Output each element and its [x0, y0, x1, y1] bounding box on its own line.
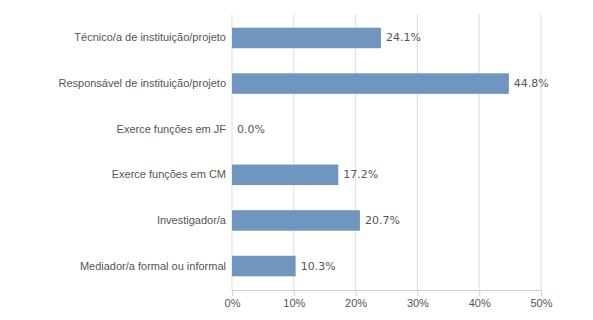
data-label: 10.3%: [301, 260, 336, 273]
tick-mark: [232, 290, 233, 296]
data-label: 20.7%: [365, 214, 400, 227]
tick-label: Exerce funções em CM: [112, 168, 226, 180]
tick-mark: [294, 290, 295, 296]
tick-label: Técnico/a de instituição/projeto: [74, 31, 226, 43]
plot: 0% 10% 20% 30% 40% 50% Técnico/a de instituiçã…: [58, 14, 552, 309]
grid-line: [479, 14, 480, 290]
tick: Mediador/a formal ou informal: [80, 260, 226, 272]
tick-label: 10%: [283, 297, 305, 309]
bar: [232, 119, 233, 140]
bar: [232, 256, 296, 277]
tick: Exerce funções em CM: [112, 168, 226, 180]
tick: 40%: [469, 290, 491, 309]
tick-label: Exerce funções em JF: [117, 123, 227, 135]
y-axis: Técnico/a de instituição/projeto Responsá…: [58, 31, 226, 271]
x-axis: 0% 10% 20% 30% 40% 50%: [225, 290, 553, 309]
tick-label: Investigador/a: [157, 214, 227, 226]
tick-label: Mediador/a formal ou informal: [80, 260, 226, 272]
tick: 10%: [283, 290, 305, 309]
grid-line: [355, 14, 356, 290]
data-label: 0.0%: [237, 123, 265, 136]
tick-label: 40%: [469, 297, 491, 309]
tick-mark: [541, 290, 542, 296]
axis-line: [233, 291, 542, 297]
grid-line: [541, 14, 542, 290]
tick-mark: [356, 290, 357, 296]
tick-label: 50%: [530, 297, 552, 309]
tick: 0%: [225, 290, 241, 309]
data-label: 17.2%: [343, 168, 378, 181]
tick: 30%: [407, 290, 429, 309]
tick-mark: [417, 290, 418, 296]
grid: [232, 14, 541, 290]
tick: Técnico/a de instituição/projeto: [74, 31, 226, 43]
bars: [232, 28, 509, 277]
tick: 50%: [530, 290, 552, 309]
bar: [232, 165, 338, 186]
data-label: 24.1%: [386, 31, 421, 44]
data-labels: 24.1% 44.8% 0.0% 17.2% 20.7% 10.3%: [237, 31, 549, 272]
grid-line: [232, 14, 233, 290]
tick: Investigador/a: [157, 214, 227, 226]
tick: Responsável de instituição/projeto: [58, 77, 226, 89]
tick-label: 0%: [225, 297, 241, 309]
bar: [232, 28, 381, 49]
tick-label: 20%: [345, 297, 367, 309]
tick: 20%: [345, 290, 367, 309]
grid-line: [293, 14, 294, 290]
data-label: 44.8%: [514, 77, 549, 90]
bar: [232, 210, 360, 231]
grid-line: [417, 14, 418, 290]
tick-label: Responsável de instituição/projeto: [58, 77, 226, 89]
tick-mark: [479, 290, 480, 296]
chart: 0% 10% 20% 30% 40% 50% Técnico/a de instituiçã…: [0, 0, 593, 320]
bar: [232, 73, 509, 94]
tick: Exerce funções em JF: [117, 123, 227, 135]
tick-label: 30%: [407, 297, 429, 309]
